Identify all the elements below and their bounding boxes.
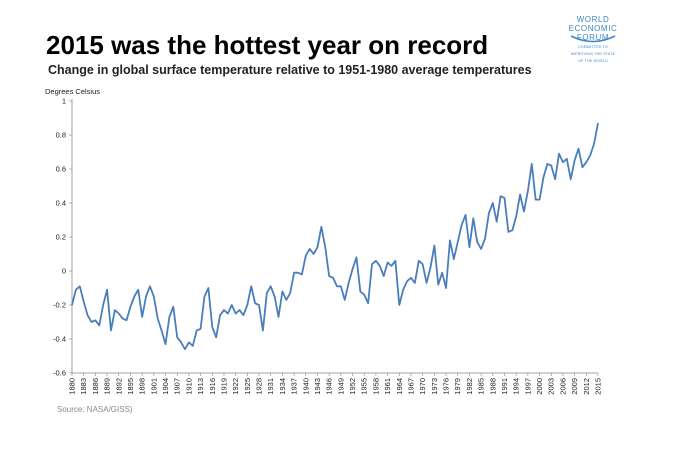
y-tick-label: 1 — [62, 97, 66, 106]
x-tick-label: 1979 — [453, 378, 462, 395]
chart-axes — [69, 99, 599, 376]
x-tick-labels: 1880 1883 1886 1889 1892 1895 1898 1901 1904 1907… — [68, 378, 603, 395]
x-tick-label: 1880 — [68, 378, 77, 395]
x-tick-label: 1958 — [371, 378, 380, 395]
y-tick-label: -0.6 — [53, 369, 66, 378]
x-tick-label: 1982 — [465, 378, 474, 395]
x-tick-label: 1970 — [418, 378, 427, 395]
x-tick-label: 1925 — [243, 378, 252, 395]
x-tick-label: 1961 — [383, 378, 392, 395]
x-tick-label: 2003 — [547, 378, 556, 395]
x-tick-label: 1895 — [126, 378, 135, 395]
y-tick-label: -0.2 — [53, 301, 66, 310]
x-tick-label: 1889 — [103, 378, 112, 395]
x-tick-label: 1919 — [219, 378, 228, 395]
chart-title: 2015 was the hottest year on record — [46, 30, 489, 60]
x-tick-label: 1910 — [184, 378, 193, 395]
x-tick-label: 1916 — [208, 378, 217, 395]
y-tick-labels: -0.6 -0.4 -0.2 0 0.2 0.4 0.6 0.8 1 — [53, 97, 66, 378]
x-tick-label: 1904 — [161, 378, 170, 395]
logo-line-2: ECONOMIC — [568, 24, 618, 33]
y-tick-label: 0.2 — [56, 233, 66, 242]
x-tick-label: 1994 — [512, 378, 521, 395]
wef-logo: WORLD ECONOMIC FORUM COMMITTED TO IMPROV… — [553, 15, 633, 77]
logo-tagline-2: IMPROVING THE STATE — [570, 52, 616, 57]
x-tick-label: 2009 — [570, 378, 579, 395]
logo-arc-icon — [570, 35, 616, 43]
x-tick-label: 1991 — [500, 378, 509, 395]
x-tick-label: 2012 — [582, 378, 591, 395]
x-tick-label: 1976 — [442, 378, 451, 395]
x-tick-label: 1901 — [149, 378, 158, 395]
y-tick-label: 0 — [62, 267, 66, 276]
x-tick-label: 1964 — [395, 378, 404, 395]
x-tick-label: 1922 — [231, 378, 240, 395]
logo-line-1: WORLD — [576, 15, 610, 24]
x-tick-label: 1940 — [301, 378, 310, 395]
x-tick-label: 1988 — [488, 378, 497, 395]
y-tick-label: 0.8 — [56, 131, 66, 140]
y-tick-label: 0.6 — [56, 165, 66, 174]
x-tick-label: 1952 — [348, 378, 357, 395]
y-axis-label: Degrees Celsius — [45, 87, 100, 96]
x-tick-label: 1907 — [173, 378, 182, 395]
x-tick-label: 1931 — [266, 378, 275, 395]
x-tick-label: 1985 — [477, 378, 486, 395]
y-tick-label: 0.4 — [56, 199, 66, 208]
x-tick-label: 1883 — [79, 378, 88, 395]
x-tick-label: 1898 — [138, 378, 147, 395]
x-tick-label: 1967 — [406, 378, 415, 395]
x-tick-label: 1973 — [430, 378, 439, 395]
x-tick-label: 1997 — [523, 378, 532, 395]
x-tick-label: 1913 — [196, 378, 205, 395]
y-tick-label: -0.4 — [53, 335, 66, 344]
x-tick-label: 1943 — [313, 378, 322, 395]
chart-subtitle: Change in global surface temperature rel… — [48, 63, 532, 77]
x-tick-label: 1955 — [360, 378, 369, 395]
logo-line-3: FORUM — [576, 33, 610, 42]
x-tick-label: 1946 — [325, 378, 334, 395]
x-tick-label: 1886 — [91, 378, 100, 395]
x-tick-label: 1928 — [255, 378, 264, 395]
x-tick-label: 2000 — [535, 378, 544, 395]
x-tick-label: 2006 — [558, 378, 567, 395]
x-tick-label: 1892 — [114, 378, 123, 395]
x-tick-label: 1949 — [336, 378, 345, 395]
x-tick-label: 1937 — [290, 378, 299, 395]
x-tick-label: 1934 — [278, 378, 287, 395]
x-tick-label: 2015 — [594, 378, 603, 395]
temperature-series-line — [71, 122, 599, 351]
logo-tagline-3: OF THE WORLD — [578, 59, 608, 64]
source-note: Source: NASA/GISS) — [57, 405, 133, 414]
logo-tagline-1: COMMITTED TO — [577, 45, 609, 49]
